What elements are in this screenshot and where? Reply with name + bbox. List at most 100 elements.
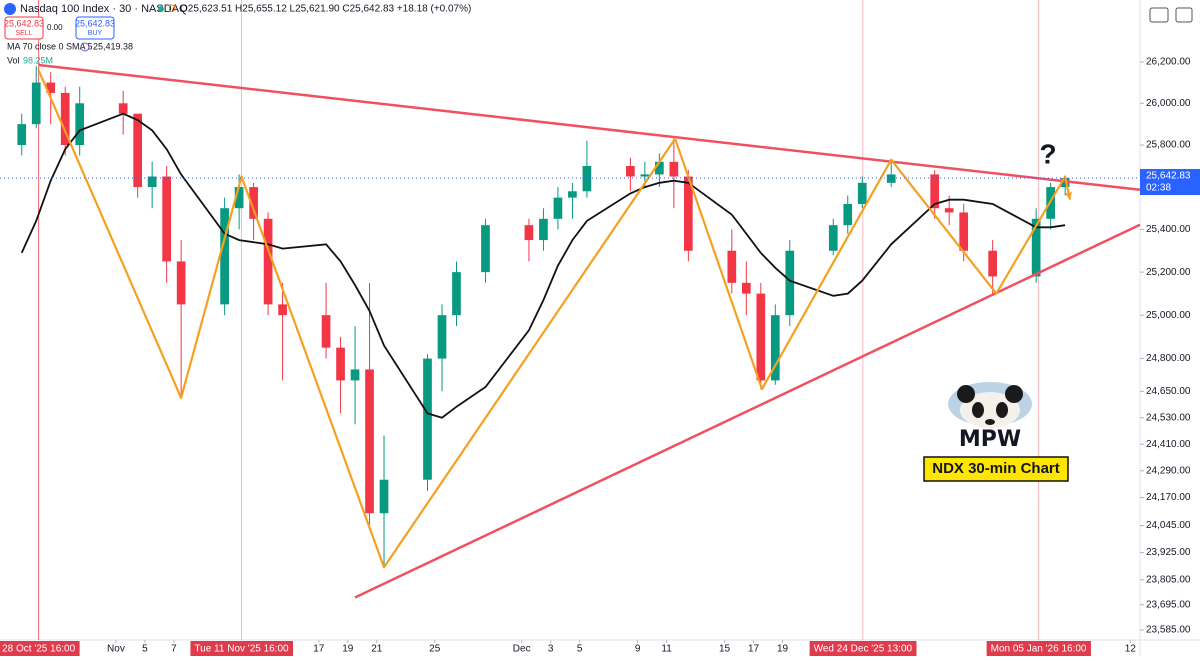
candle-body (944, 208, 954, 213)
zigzag (37, 69, 1072, 569)
candle-body (524, 225, 534, 241)
x-tick-label: 7 (171, 644, 177, 655)
x-tick-label: 19 (342, 644, 354, 655)
x-tick-label: 15 (719, 644, 731, 655)
last-price-box (1140, 169, 1200, 196)
y-tick-label: 24,290.00 (1146, 465, 1191, 476)
x-tick-label: 9 (635, 644, 641, 655)
candle-body (336, 347, 345, 381)
candle-body (568, 191, 577, 198)
annotation: ? (1039, 138, 1056, 169)
y-tick-label: 23,695.00 (1146, 599, 1191, 610)
candle-body (1031, 218, 1041, 277)
y-tick-label: 24,800.00 (1146, 353, 1191, 364)
logo-panda-nose (985, 419, 995, 425)
candle-body (75, 103, 85, 146)
marker-label-bg (809, 641, 917, 656)
x-tick-label: 5 (142, 644, 148, 655)
indicator-value: 25,419.38 (93, 41, 133, 51)
settings-icon[interactable] (1175, 7, 1193, 23)
y-tick-label: 24,410.00 (1146, 439, 1191, 450)
x-tick-label: 11 (661, 644, 672, 655)
logo-panda-face (960, 392, 1020, 428)
y-tick-label: 24,170.00 (1146, 492, 1191, 503)
market-status (158, 6, 164, 12)
candle-body (886, 174, 896, 183)
candle-body (118, 103, 128, 114)
candle-body (582, 165, 592, 192)
x-tick-label: 21 (371, 644, 383, 655)
marker-label: 28 Oct '25 16:00 (2, 644, 76, 655)
buy-label[interactable]: BUY (88, 30, 103, 37)
candle-body (321, 315, 331, 348)
candle-body (959, 212, 969, 251)
buy-button[interactable] (75, 16, 115, 40)
y-tick-label: 23,925.00 (1146, 547, 1191, 558)
x-tick-label: 19 (777, 644, 789, 655)
candle-body (437, 315, 447, 359)
candle-body (31, 82, 41, 125)
trendline (354, 223, 1141, 599)
candle-body (770, 315, 780, 381)
volume-label[interactable]: Vol (7, 55, 20, 65)
sell-button[interactable] (4, 16, 44, 40)
candle-body (17, 124, 27, 146)
y-tick-label: 26,000.00 (1146, 98, 1191, 109)
caption: NDX 30-min Chart (932, 460, 1060, 477)
x-tick-label: 3 (548, 644, 554, 655)
x-tick-label: 25 (429, 644, 441, 655)
candle-body (843, 203, 853, 226)
camera-icon[interactable] (1149, 7, 1169, 23)
candle-body (350, 369, 360, 381)
candle-body (220, 208, 229, 305)
candle-body (133, 113, 143, 188)
ohlc: O25,623.51 H25,655.12 L25,621.90 C25,642… (180, 4, 471, 15)
x-tick-label: Nov (107, 644, 125, 655)
marker-label-bg (190, 641, 294, 656)
candle-body (727, 250, 737, 283)
logo-panda-ear (1005, 385, 1023, 403)
y-tick-label: 25,800.00 (1146, 140, 1191, 151)
trendline (38, 63, 1141, 192)
caption-box (923, 456, 1069, 482)
last-price-countdown: 02:38 (1146, 183, 1171, 194)
candle-body (626, 165, 635, 177)
candle-body (423, 358, 432, 480)
y-tick-label: 25,000.00 (1146, 310, 1191, 321)
y-tick-label: 23,585.00 (1146, 625, 1191, 636)
y-tick-label: 24,530.00 (1146, 412, 1191, 423)
y-tick-label: 23,805.00 (1146, 574, 1191, 585)
candle-body (481, 225, 490, 273)
candle-body (176, 261, 186, 305)
moving-average (20, 112, 1066, 419)
candle-body (655, 161, 664, 175)
candle-body (857, 182, 867, 204)
zigzag-arrowhead (1065, 191, 1072, 200)
spread: 0.00 (47, 23, 63, 32)
y-tick-label: 24,045.00 (1146, 520, 1191, 531)
candle-body (553, 197, 563, 219)
volume-value: 98.25M (23, 55, 53, 65)
x-tick-label: 12 (1125, 644, 1137, 655)
marker-label: Tue 11 Nov '25 16:00 (194, 644, 289, 655)
y-tick-label: 26,200.00 (1146, 57, 1191, 68)
candle-body (930, 174, 940, 209)
indicator[interactable]: MA 70 close 0 SMA 5 (7, 41, 93, 51)
candle-body (669, 161, 679, 177)
candle-body (263, 218, 273, 305)
last-price-label: 25,642.83 (1146, 171, 1191, 182)
candle-body (234, 187, 244, 209)
candle-body (60, 92, 70, 146)
candle-body (162, 176, 171, 262)
x-tick-label: 17 (748, 644, 760, 655)
sell-label[interactable]: SELL (15, 30, 32, 37)
symbol[interactable]: Nasdaq 100 Index · 30 · NASDAQ (20, 3, 188, 15)
buy-price[interactable]: 25,642.83 (75, 18, 115, 28)
sell-price[interactable]: 25,642.83 (4, 18, 44, 28)
marker-label: Wed 24 Dec '25 13:00 (814, 644, 913, 655)
x-tick-label: 17 (313, 644, 325, 655)
x-tick-label: Dec (513, 644, 531, 655)
candle-body (684, 176, 693, 251)
candle-body (741, 282, 751, 294)
